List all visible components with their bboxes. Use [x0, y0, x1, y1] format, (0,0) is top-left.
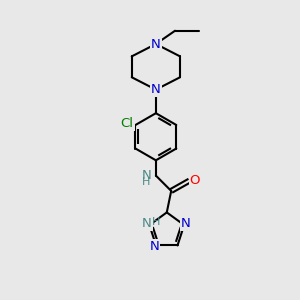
Text: N: N [181, 217, 190, 230]
Text: N: N [151, 83, 161, 96]
Text: O: O [190, 174, 200, 187]
Text: N: N [151, 38, 161, 50]
Text: H: H [152, 217, 160, 227]
Text: N: N [142, 217, 152, 230]
Text: H: H [142, 177, 151, 187]
Text: N: N [142, 169, 151, 182]
Text: N: N [150, 240, 160, 254]
Text: Cl: Cl [121, 117, 134, 130]
